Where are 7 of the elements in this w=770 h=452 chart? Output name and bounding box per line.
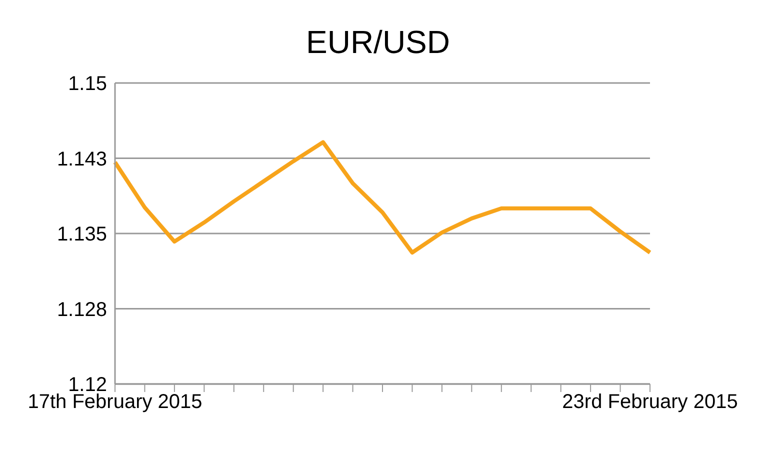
- y-tick-label: 1.135: [56, 224, 107, 246]
- chart-title: EUR/USD: [304, 24, 451, 61]
- y-tick-label: 1.15: [68, 73, 107, 96]
- x-tick-label: 23rd February 2015: [562, 391, 738, 414]
- y-tick-label: 1.128: [56, 298, 107, 321]
- y-tick-label: 1.143: [56, 148, 107, 170]
- line-series: [113, 140, 652, 255]
